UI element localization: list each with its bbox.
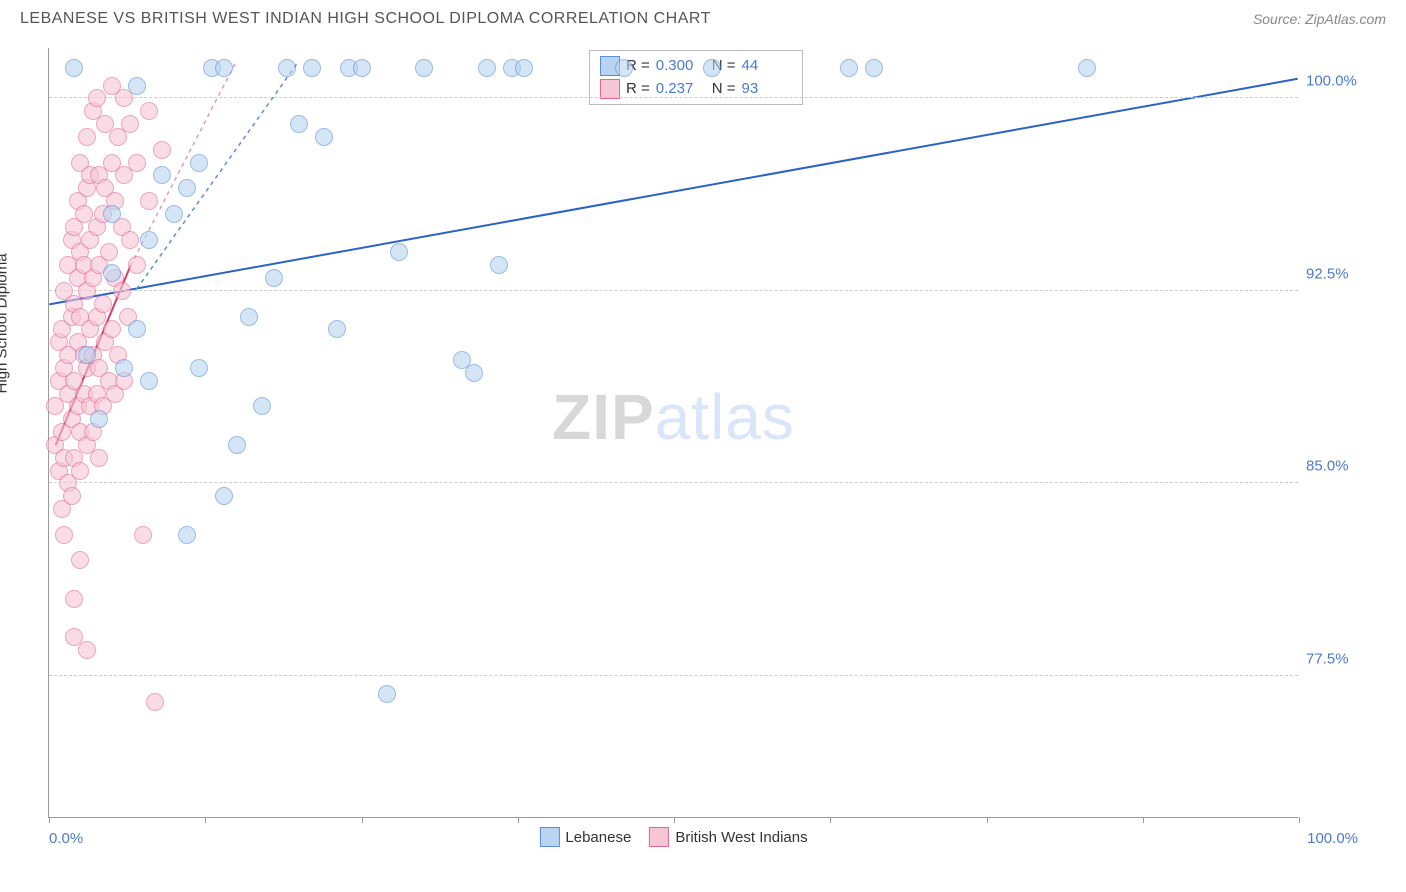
scatter-point (55, 526, 73, 544)
trend-lines-svg (49, 48, 1298, 817)
gridline (49, 97, 1298, 98)
chart-container: High School Diploma ZIPatlas R = 0.300 N… (20, 40, 1386, 870)
scatter-point (353, 59, 371, 77)
y-tick-label: 92.5% (1306, 265, 1376, 282)
scatter-point (134, 526, 152, 544)
legend-item-bwi: British West Indians (649, 827, 807, 847)
scatter-point (615, 59, 633, 77)
scatter-point (90, 410, 108, 428)
scatter-point (390, 243, 408, 261)
legend-label-lebanese: Lebanese (565, 829, 631, 846)
scatter-point (278, 59, 296, 77)
legend-swatch-bwi (649, 827, 669, 847)
scatter-point (165, 205, 183, 223)
y-tick-label: 100.0% (1306, 73, 1376, 90)
scatter-point (63, 487, 81, 505)
scatter-point (290, 115, 308, 133)
swatch-bwi (600, 79, 620, 99)
scatter-point (140, 231, 158, 249)
scatter-point (315, 128, 333, 146)
y-tick-label: 85.0% (1306, 458, 1376, 475)
x-tick (518, 817, 519, 823)
scatter-point (1078, 59, 1096, 77)
scatter-point (240, 308, 258, 326)
scatter-point (265, 269, 283, 287)
scatter-point (115, 359, 133, 377)
scatter-point (128, 154, 146, 172)
scatter-point (215, 59, 233, 77)
scatter-point (415, 59, 433, 77)
scatter-point (78, 128, 96, 146)
gridline (49, 482, 1298, 483)
scatter-point (140, 192, 158, 210)
x-tick (205, 817, 206, 823)
scatter-point (303, 59, 321, 77)
x-axis-max-label: 100.0% (1307, 830, 1358, 847)
source-attribution: Source: ZipAtlas.com (1253, 11, 1386, 27)
gridline (49, 675, 1298, 676)
scatter-point (65, 590, 83, 608)
scatter-point (103, 320, 121, 338)
x-tick (674, 817, 675, 823)
scatter-point (178, 526, 196, 544)
scatter-point (90, 449, 108, 467)
scatter-point (103, 264, 121, 282)
scatter-point (100, 243, 118, 261)
x-tick (987, 817, 988, 823)
scatter-point (65, 59, 83, 77)
gridline (49, 290, 1298, 291)
scatter-point (128, 256, 146, 274)
scatter-point (153, 166, 171, 184)
scatter-point (190, 154, 208, 172)
scatter-point (146, 693, 164, 711)
legend-item-lebanese: Lebanese (539, 827, 631, 847)
scatter-point (840, 59, 858, 77)
scatter-point (215, 487, 233, 505)
scatter-point (113, 282, 131, 300)
x-tick (362, 817, 363, 823)
scatter-point (478, 59, 496, 77)
scatter-point (865, 59, 883, 77)
scatter-point (703, 59, 721, 77)
scatter-point (71, 551, 89, 569)
plot-area: ZIPatlas R = 0.300 N = 44 R = 0.237 N = … (48, 48, 1298, 818)
scatter-point (71, 462, 89, 480)
scatter-point (465, 364, 483, 382)
x-tick (1299, 817, 1300, 823)
scatter-point (88, 89, 106, 107)
watermark: ZIPatlas (552, 380, 795, 454)
scatter-point (178, 179, 196, 197)
scatter-point (94, 295, 112, 313)
scatter-point (378, 685, 396, 703)
x-tick (830, 817, 831, 823)
scatter-point (103, 205, 121, 223)
trend-line (49, 79, 1297, 305)
x-axis-min-label: 0.0% (49, 830, 83, 847)
scatter-point (140, 372, 158, 390)
n-value-lebanese: 44 (742, 55, 792, 78)
bottom-legend: Lebanese British West Indians (539, 827, 807, 847)
scatter-point (78, 346, 96, 364)
scatter-point (121, 231, 139, 249)
scatter-point (153, 141, 171, 159)
x-tick (49, 817, 50, 823)
y-tick-label: 77.5% (1306, 650, 1376, 667)
scatter-point (128, 320, 146, 338)
legend-swatch-lebanese (539, 827, 559, 847)
scatter-point (253, 397, 271, 415)
scatter-point (128, 77, 146, 95)
chart-title: LEBANESE VS BRITISH WEST INDIAN HIGH SCH… (20, 10, 711, 28)
scatter-point (121, 115, 139, 133)
scatter-point (190, 359, 208, 377)
scatter-point (228, 436, 246, 454)
y-axis-label: High School Diploma (0, 253, 11, 393)
scatter-point (490, 256, 508, 274)
legend-label-bwi: British West Indians (675, 829, 807, 846)
x-tick (1143, 817, 1144, 823)
scatter-point (515, 59, 533, 77)
scatter-point (140, 102, 158, 120)
scatter-point (78, 641, 96, 659)
scatter-point (328, 320, 346, 338)
r-value-lebanese: 0.300 (656, 55, 706, 78)
